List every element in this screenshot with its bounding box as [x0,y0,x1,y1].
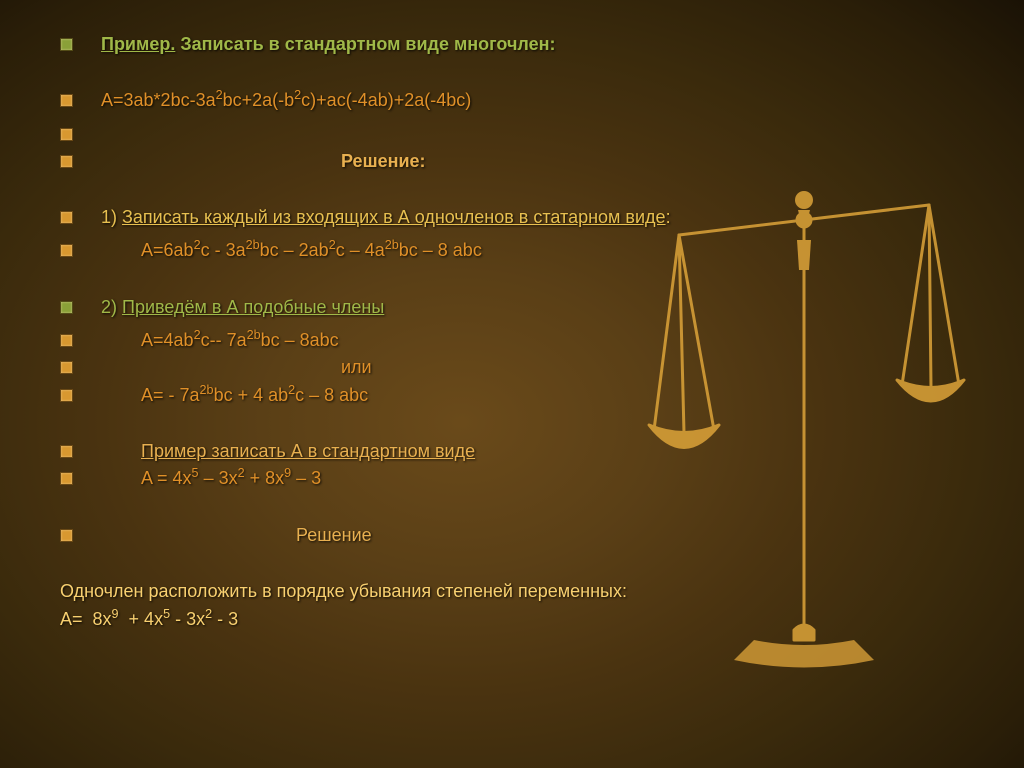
step2-result2-line: A= - 7a2bbc + 4 ab2c – 8 abc [60,383,964,407]
bullet-icon [60,445,73,458]
step2-result1: A=4ab2c-- 7a2bbc – 8abc [101,328,339,352]
final-label: Одночлен расположить в порядке убывания … [60,579,964,603]
step1-result: A=6ab2c - 3a2bbc – 2ab2c – 4a2bbc – 8 ab… [101,238,482,262]
step2-text: Приведём в А подобные члены [122,297,384,317]
reshenie1-line: Решение: [60,149,964,173]
step2-label: 2) [101,297,122,317]
title-line: Пример. Записать в стандартном виде мног… [60,32,964,56]
bullet-icon [60,128,73,141]
bullet-icon [60,155,73,168]
step2-result2: A= - 7a2bbc + 4 ab2c – 8 abc [101,383,368,407]
step1-line: 1) Записать каждый из входящих в А одноч… [60,205,964,229]
formula-a-line: A=3ab*2bc-3a2bc+2a(-b2c)+ac(-4ab)+2a(-4b… [60,88,964,112]
step1-colon: : [666,207,671,227]
formula-b: A = 4x5 – 3x2 + 8x9 – 3 [101,466,321,490]
ili-line: или [60,355,964,379]
final-result: A= 8x9 + 4x5 - 3x2 - 3 [60,607,964,631]
title-rest: Записать в стандартном виде многочлен: [175,34,555,54]
step2-line: 2) Приведём в А подобные члены [60,295,964,319]
bullet-icon [60,38,73,51]
step1-text: Записать каждый из входящих в А одночлен… [122,207,666,227]
bullet-icon [60,94,73,107]
ili: или [101,355,372,379]
primer2-line: Пример записать А в стандартном виде [60,439,964,463]
bullet-icon [60,472,73,485]
bullet-icon [60,301,73,314]
reshenie2-line: Решение [60,523,964,547]
formula-b-line: A = 4x5 – 3x2 + 8x9 – 3 [60,466,964,490]
bullet-icon [60,244,73,257]
bullet-icon [60,211,73,224]
primer2: Пример записать А в стандартном виде [101,439,475,463]
blank-line [60,500,964,514]
reshenie1: Решение: [101,149,426,173]
blank-line [60,65,964,79]
bullet-icon [60,361,73,374]
step1-result-line: A=6ab2c - 3a2bbc – 2ab2c – 4a2bbc – 8 ab… [60,238,964,262]
text-lines: Пример. Записать в стандартном виде мног… [60,32,964,570]
bullet-icon [60,334,73,347]
empty-bullet-line [60,122,964,146]
bullet-icon [60,389,73,402]
blank-line [60,182,964,196]
formula-a: A=3ab*2bc-3a2bc+2a(-b2c)+ac(-4ab)+2a(-4b… [101,88,471,112]
blank-line [60,272,964,286]
step1-label: 1) [101,207,122,227]
slide-content: Пример. Записать в стандартном виде мног… [0,0,1024,651]
blank-line [60,416,964,430]
reshenie2: Решение [101,523,372,547]
title-prefix: Пример. [101,34,175,54]
bullet-icon [60,529,73,542]
blank-line [60,556,964,570]
step2-result1-line: A=4ab2c-- 7a2bbc – 8abc [60,328,964,352]
